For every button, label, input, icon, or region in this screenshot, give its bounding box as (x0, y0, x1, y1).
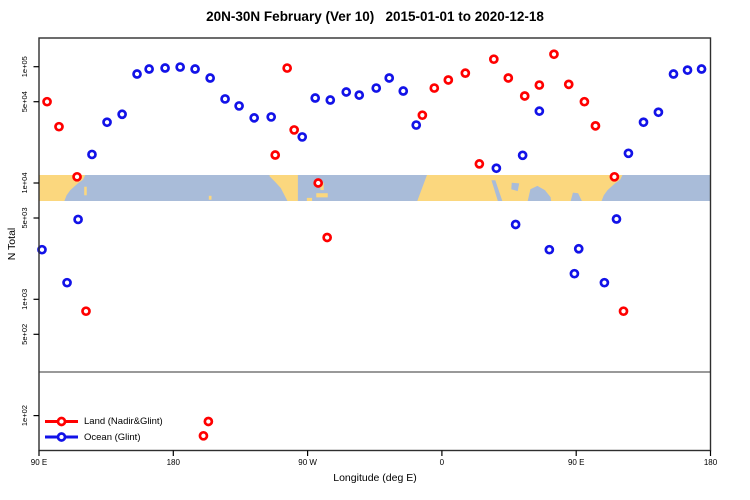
land-data-point (417, 110, 428, 121)
legend-marker-ocean (56, 432, 67, 442)
legend-marker-land (56, 416, 67, 427)
ocean-data-point (696, 64, 707, 74)
land-data-point (203, 416, 214, 427)
ocean-data-point (62, 277, 72, 288)
y-tick-label: 1e+05 (20, 56, 29, 77)
land-data-point (549, 49, 559, 60)
x-tick-label: 90 E (568, 458, 584, 467)
y-tick-label: 5e+04 (20, 91, 29, 112)
ocean-data-point (297, 132, 308, 142)
y-tick-label: 5e+03 (20, 207, 29, 228)
ocean-data-point (623, 148, 634, 159)
ocean-data-point (491, 163, 502, 174)
map-land-yucatan (306, 197, 313, 201)
plot-border (38, 37, 712, 452)
map-water-arabian-sea (527, 185, 552, 201)
x-tick-label: 90 E (31, 458, 47, 467)
map-water-red-sea (491, 180, 503, 201)
ocean-data-point (205, 73, 216, 83)
land-data-point (503, 73, 514, 83)
land-data-point (519, 91, 530, 101)
ocean-data-point (573, 243, 584, 254)
land-data-point (563, 79, 574, 90)
ocean-data-point (384, 73, 395, 83)
land-data-point (322, 232, 332, 243)
ocean-data-point (510, 219, 521, 230)
land-data-point (54, 121, 64, 132)
ocean-data-point (517, 150, 528, 161)
map-land-mexico (269, 175, 298, 201)
y-tick-label: 1e+04 (20, 172, 29, 193)
ocean-data-point (132, 69, 142, 79)
ocean-data-point (234, 101, 244, 111)
land-data-point (42, 96, 52, 107)
x-tick-label: 180 (704, 458, 718, 467)
ocean-data-point (371, 83, 382, 93)
land-data-point (460, 68, 471, 79)
map-land-taiwan (84, 186, 87, 196)
ocean-data-point (249, 113, 260, 123)
x-axis-title: Longitude (deg E) (333, 472, 417, 484)
y-tick-label: 1e+03 (20, 289, 29, 310)
land-data-point (609, 171, 620, 182)
ocean-data-point (310, 93, 321, 103)
land-data-point (429, 83, 440, 93)
ocean-data-point (73, 214, 83, 225)
y-tick-label: 5e+02 (20, 324, 29, 345)
land-data-point (443, 75, 454, 85)
land-data-point (270, 150, 281, 160)
ocean-data-point (117, 109, 127, 120)
ocean-data-point (668, 69, 679, 79)
ocean-data-point (354, 90, 365, 100)
land-data-point (618, 306, 629, 317)
land-data-point (474, 159, 485, 169)
ocean-data-point (87, 149, 97, 160)
ocean-data-point (599, 277, 610, 288)
land-data-point (488, 54, 499, 65)
x-tick-label: 180 (167, 458, 181, 467)
land-data-point (282, 63, 293, 73)
ocean-data-point (611, 214, 622, 224)
ocean-data-point (544, 244, 555, 255)
land-data-point (72, 171, 82, 182)
ocean-data-point (266, 112, 277, 122)
legend-label-ocean: Ocean (Glint) (84, 431, 141, 443)
land-data-point (579, 96, 590, 107)
ocean-data-point (160, 63, 170, 73)
map-land-cuba (316, 193, 328, 198)
chart-title: 20N-30N February (Ver 10) 2015-01-01 to … (206, 9, 544, 24)
ocean-data-point (220, 94, 230, 104)
map-land-africa-to-asia (417, 175, 623, 201)
legend-label-land: Land (Nadir&Glint) (84, 416, 163, 427)
ocean-data-point (569, 268, 580, 279)
ocean-data-point (411, 120, 422, 130)
map-land-hawaii (208, 195, 212, 200)
land-data-point (534, 80, 545, 90)
ocean-data-point (144, 64, 154, 74)
land-data-point (313, 178, 324, 188)
ocean-data-point (175, 62, 186, 72)
map-water-bay-of-bengal (570, 192, 582, 201)
map-land-asia-east (39, 175, 86, 201)
ocean-data-point (341, 87, 352, 97)
ocean-data-point (638, 117, 649, 128)
ocean-data-point (682, 65, 693, 75)
ocean-data-point (325, 95, 336, 105)
land-data-point (590, 121, 601, 131)
ocean-data-point (398, 86, 409, 96)
ocean-data-point (190, 64, 200, 74)
land-data-point (289, 125, 300, 135)
y-tick-label: 1e+02 (20, 405, 29, 426)
y-axis-title: N Total (6, 227, 18, 261)
ocean-data-point (653, 107, 664, 118)
land-data-point (81, 306, 91, 317)
x-tick-label: 0 (440, 458, 445, 467)
ocean-data-point (534, 106, 545, 116)
land-data-point (198, 430, 209, 441)
map-water-persian-gulf (511, 182, 520, 192)
ocean-data-point (102, 117, 112, 128)
x-tick-label: 90 W (298, 458, 317, 467)
